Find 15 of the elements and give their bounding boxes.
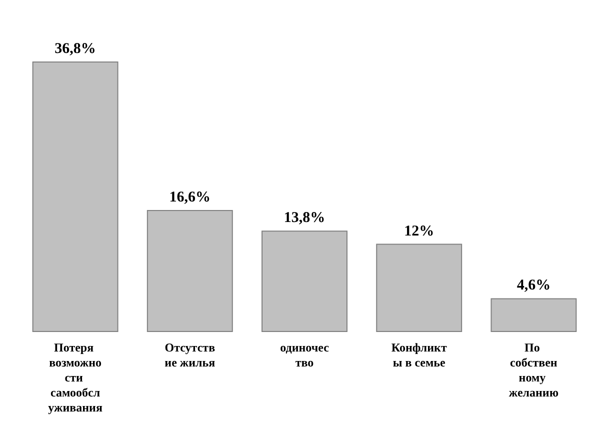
- data-label: 4,6%: [516, 278, 551, 294]
- x-tick-label: Потеря возможности самообслуживания: [48, 340, 103, 414]
- x-tick-label: Конфликты в семье: [391, 340, 447, 370]
- data-label: 16,6%: [169, 189, 211, 206]
- x-tick-label: Отсутствие жилья: [164, 340, 216, 370]
- data-label: 12%: [404, 223, 434, 240]
- bar: [262, 230, 348, 332]
- data-label: 36,8%: [54, 41, 96, 58]
- bar: [146, 210, 233, 332]
- data-label: 13,8%: [284, 210, 326, 226]
- x-tick-label: одиночество: [280, 340, 330, 370]
- bar: [376, 244, 462, 332]
- bar: [32, 62, 118, 332]
- x-tick-label: По собственному желанию: [508, 340, 559, 400]
- bar: [490, 298, 577, 332]
